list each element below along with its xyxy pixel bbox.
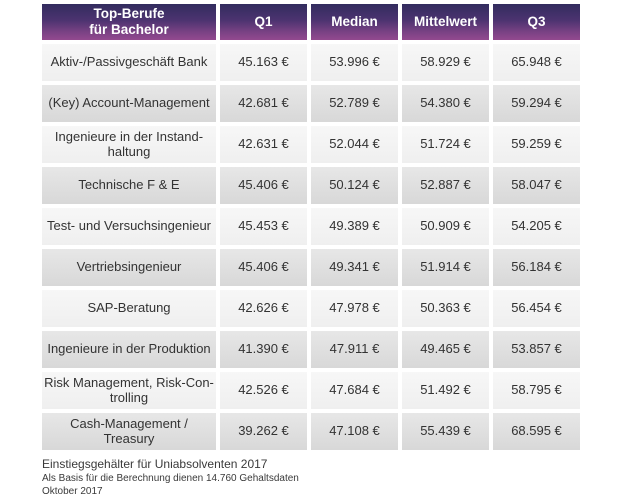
table-row: (Key) Account-Management 42.681 € 52.789… xyxy=(42,85,580,122)
q3-cell: 59.294 € xyxy=(493,85,580,122)
q3-cell: 65.948 € xyxy=(493,44,580,81)
median-cell: 49.389 € xyxy=(311,208,398,245)
mittelwert-cell: 51.724 € xyxy=(402,126,489,163)
mittelwert-cell: 51.492 € xyxy=(402,372,489,409)
q1-cell: 42.681 € xyxy=(220,85,307,122)
q1-cell: 42.626 € xyxy=(220,290,307,327)
table-row: SAP-Beratung 42.626 € 47.978 € 50.363 € … xyxy=(42,290,580,327)
job-title-cell: Test- und Versuchsingenieur xyxy=(42,208,216,245)
median-cell: 50.124 € xyxy=(311,167,398,204)
table-row: Ingenieure in der Produktion 41.390 € 47… xyxy=(42,331,580,368)
job-title-cell: Vertriebsingenieur xyxy=(42,249,216,286)
q1-cell: 45.163 € xyxy=(220,44,307,81)
header-cell-mittelwert: Mittelwert xyxy=(402,4,489,40)
q1-cell: 42.631 € xyxy=(220,126,307,163)
q1-cell: 39.262 € xyxy=(220,413,307,450)
table-row: Ingenieure in der Instand- haltung 42.63… xyxy=(42,126,580,163)
median-cell: 47.108 € xyxy=(311,413,398,450)
job-title-cell: Aktiv-/Passivgeschäft Bank xyxy=(42,44,216,81)
median-cell: 52.044 € xyxy=(311,126,398,163)
median-cell: 53.996 € xyxy=(311,44,398,81)
mittelwert-cell: 54.380 € xyxy=(402,85,489,122)
q3-cell: 56.184 € xyxy=(493,249,580,286)
mittelwert-cell: 55.439 € xyxy=(402,413,489,450)
q1-cell: 42.526 € xyxy=(220,372,307,409)
footnote-basis: Als Basis für die Berechnung dienen 14.7… xyxy=(42,473,299,484)
table-row: Vertriebsingenieur 45.406 € 49.341 € 51.… xyxy=(42,249,580,286)
header-cell-q3: Q3 xyxy=(493,4,580,40)
job-title-cell: Technische F & E xyxy=(42,167,216,204)
q3-cell: 53.857 € xyxy=(493,331,580,368)
q1-cell: 41.390 € xyxy=(220,331,307,368)
q3-cell: 59.259 € xyxy=(493,126,580,163)
median-cell: 47.911 € xyxy=(311,331,398,368)
table-row: Test- und Versuchsingenieur 45.453 € 49.… xyxy=(42,208,580,245)
job-title-cell: Risk Management, Risk-Con- trolling xyxy=(42,372,216,409)
q1-cell: 45.453 € xyxy=(220,208,307,245)
table-row: Aktiv-/Passivgeschäft Bank 45.163 € 53.9… xyxy=(42,44,580,81)
footnote: Einstiegsgehälter für Uniabsolventen 201… xyxy=(42,457,630,496)
median-cell: 47.684 € xyxy=(311,372,398,409)
job-title-cell: Cash-Management / Treasury xyxy=(42,413,216,450)
q1-cell: 45.406 € xyxy=(220,167,307,204)
median-cell: 49.341 € xyxy=(311,249,398,286)
q3-cell: 68.595 € xyxy=(493,413,580,450)
header-cell-median: Median xyxy=(311,4,398,40)
mittelwert-cell: 50.363 € xyxy=(402,290,489,327)
table-header-row: Top-Berufe für Bachelor Q1 Median Mittel… xyxy=(42,4,580,40)
job-title-cell: (Key) Account-Management xyxy=(42,85,216,122)
table-row: Technische F & E 45.406 € 50.124 € 52.88… xyxy=(42,167,580,204)
mittelwert-cell: 58.929 € xyxy=(402,44,489,81)
footnote-title: Einstiegsgehälter für Uniabsolventen 201… xyxy=(42,457,268,471)
q3-cell: 58.047 € xyxy=(493,167,580,204)
salary-table: Top-Berufe für Bachelor Q1 Median Mittel… xyxy=(38,0,584,454)
footnote-date: Oktober 2017 xyxy=(42,486,103,496)
q1-cell: 45.406 € xyxy=(220,249,307,286)
mittelwert-cell: 49.465 € xyxy=(402,331,489,368)
q3-cell: 58.795 € xyxy=(493,372,580,409)
mittelwert-cell: 51.914 € xyxy=(402,249,489,286)
job-title-cell: SAP-Beratung xyxy=(42,290,216,327)
header-cell-q1: Q1 xyxy=(220,4,307,40)
job-title-cell: Ingenieure in der Produktion xyxy=(42,331,216,368)
mittelwert-cell: 50.909 € xyxy=(402,208,489,245)
table-row: Cash-Management / Treasury 39.262 € 47.1… xyxy=(42,413,580,450)
mittelwert-cell: 52.887 € xyxy=(402,167,489,204)
q3-cell: 54.205 € xyxy=(493,208,580,245)
median-cell: 52.789 € xyxy=(311,85,398,122)
median-cell: 47.978 € xyxy=(311,290,398,327)
q3-cell: 56.454 € xyxy=(493,290,580,327)
header-cell-jobs: Top-Berufe für Bachelor xyxy=(42,4,216,40)
job-title-cell: Ingenieure in der Instand- haltung xyxy=(42,126,216,163)
table-row: Risk Management, Risk-Con- trolling 42.5… xyxy=(42,372,580,409)
